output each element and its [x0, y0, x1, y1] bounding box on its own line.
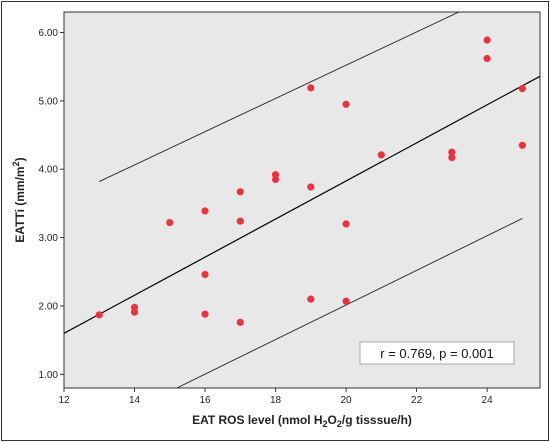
correlation-annotation: r = 0.769, p = 0.001 [380, 346, 493, 361]
data-point [342, 297, 350, 305]
x-tick-label: 12 [58, 395, 70, 406]
data-points [95, 36, 526, 326]
data-point [483, 54, 491, 63]
data-point [95, 311, 103, 319]
data-point [130, 303, 139, 311]
x-tick-label: 18 [270, 395, 282, 406]
y-axis-title-close: ) [13, 157, 27, 161]
x-tick-label: 20 [341, 395, 353, 406]
upper-prediction-line [99, 12, 460, 182]
lower-prediction-line [176, 218, 523, 388]
y-tick-label: 2.00 [39, 301, 59, 312]
data-point [518, 84, 526, 93]
x-axis: 12 14 16 18 20 22 24 [58, 388, 493, 406]
data-point [307, 295, 315, 303]
x-tick-label: 22 [411, 395, 423, 406]
data-point [307, 84, 315, 92]
data-point [448, 148, 456, 156]
x-tick-label: 14 [129, 395, 141, 406]
data-point [377, 151, 385, 159]
data-point [271, 171, 280, 179]
annotation-box [359, 341, 515, 365]
x-tick-label: 16 [199, 395, 211, 406]
data-point [342, 220, 350, 228]
data-point [236, 188, 244, 196]
plot-area [63, 11, 541, 389]
y-tick-label: 5.00 [39, 96, 59, 107]
y-tick-label: 6.00 [39, 28, 59, 39]
y-tick-label: 4.00 [39, 165, 59, 176]
y-axis-title: EATTi (mm/m2) [11, 157, 27, 242]
x-axis-title-mid: O [328, 413, 337, 427]
x-axis-title-sub1: 2 [323, 419, 328, 429]
data-point [201, 310, 209, 318]
data-point [518, 141, 526, 149]
y-tick-label: 1.00 [39, 370, 59, 381]
data-point [448, 154, 456, 162]
data-point [166, 218, 174, 227]
x-axis-title-prefix: EAT ROS level (nmol H [192, 413, 322, 427]
data-point [201, 207, 209, 215]
data-point [201, 270, 209, 279]
regression-line [64, 75, 540, 334]
y-axis-title-text: EATTi (mm/m [13, 166, 27, 242]
x-tick-label: 24 [482, 395, 494, 406]
y-axis: 1.00 2.00 3.00 4.00 5.00 6.00 [39, 28, 64, 381]
y-tick-label: 3.00 [39, 233, 59, 244]
data-point [342, 100, 350, 108]
data-point [236, 217, 244, 225]
x-axis-title-suffix: /g tisssue/h) [342, 413, 412, 427]
x-axis-title: EAT ROS level (nmol H2O2/g tisssue/h) [192, 413, 412, 429]
data-point [236, 318, 244, 326]
data-point [483, 36, 491, 44]
data-point [307, 183, 315, 191]
y-axis-title-sup: 2 [11, 161, 21, 166]
x-axis-title-sub2: 2 [337, 419, 342, 429]
